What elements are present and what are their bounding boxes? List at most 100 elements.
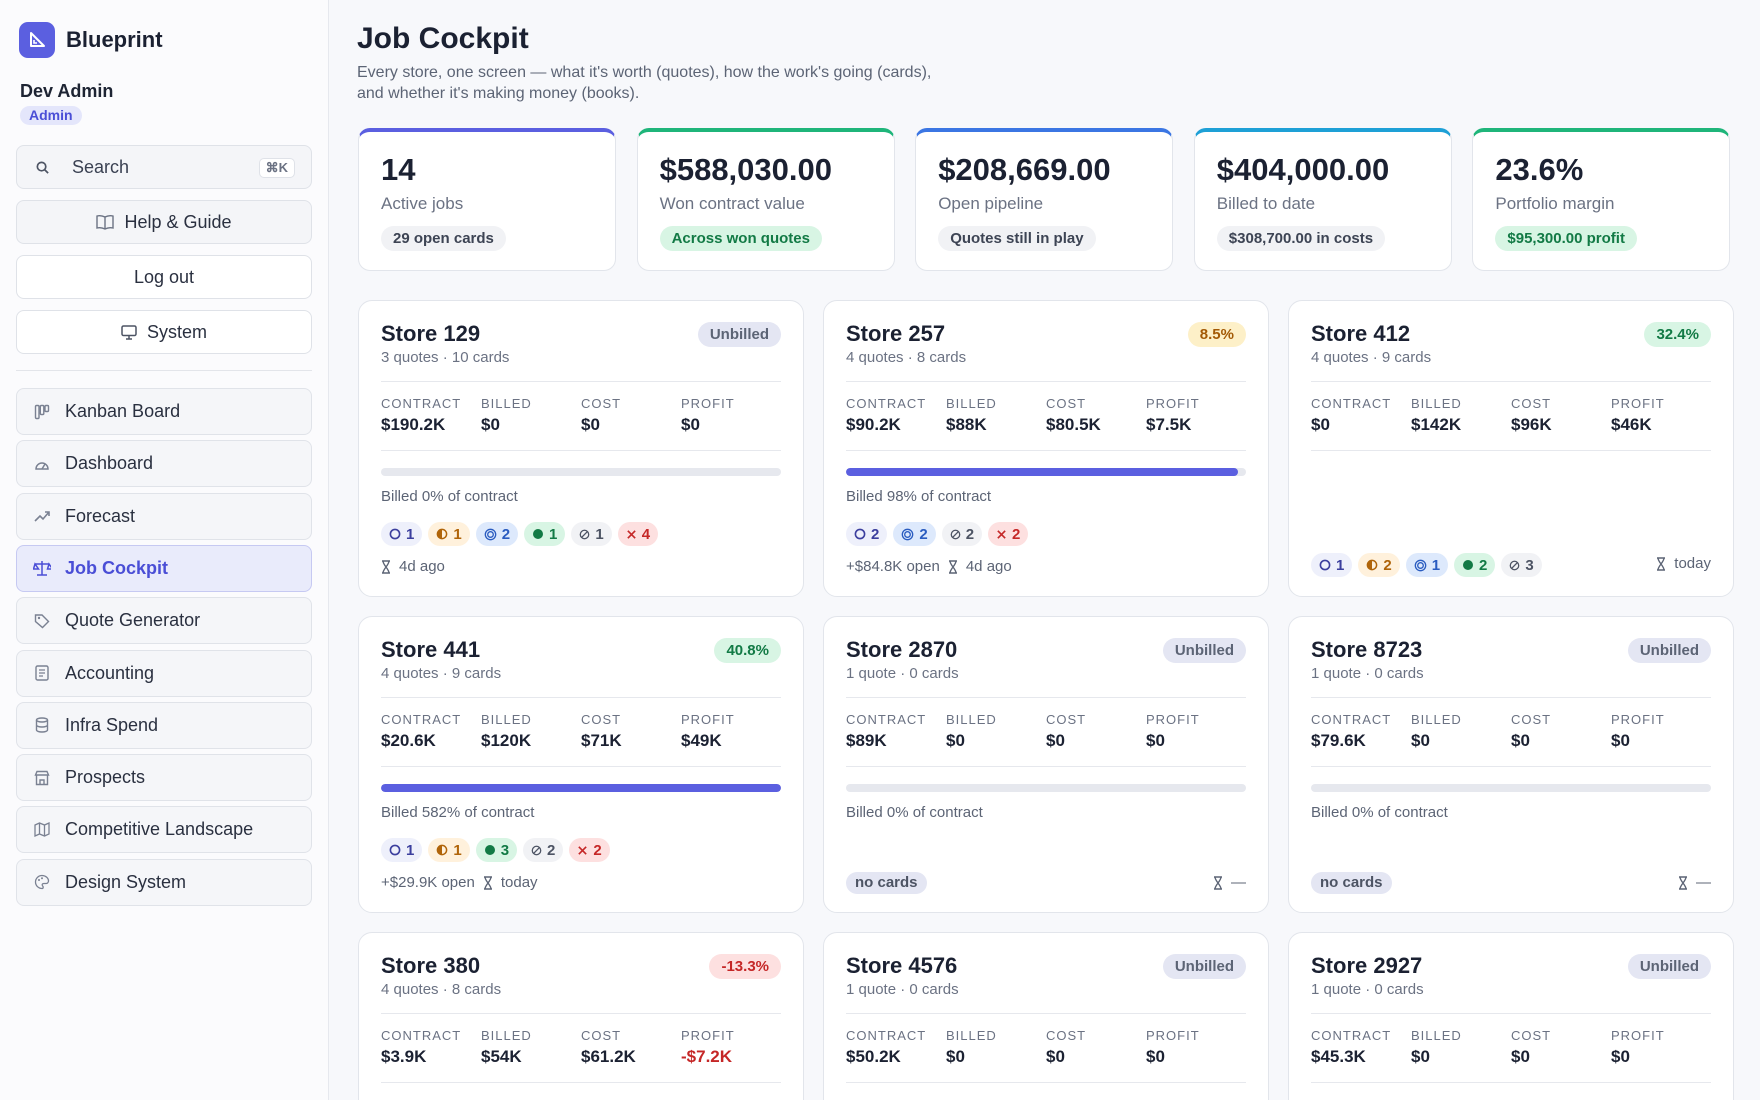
sidebar-item-quote-generator[interactable]: Quote Generator [16,597,312,645]
store-card[interactable]: Store 4576 1 quote · 0 cards Unbilled CONTR… [823,932,1269,1100]
status-chip-prog: 1 [428,838,470,862]
metric-label: PROFIT [681,712,735,727]
help-guide-button[interactable]: Help & Guide [16,200,312,244]
search-button[interactable]: Search ⌘K [16,145,312,189]
kpi-value: $404,000.00 [1216,152,1390,187]
metric-label: COST [1511,396,1552,411]
status-chip-prog: 1 [428,522,470,546]
store-subtitle: 4 quotes · 8 cards [381,981,502,998]
metric-label: PROFIT [1146,712,1200,727]
search-shortcut: ⌘K [258,158,295,178]
kpi-value: $588,030.00 [659,152,832,187]
metric-profit: PROFIT $0 [1611,1028,1711,1067]
sidebar-item-competitive-landscape[interactable]: Competitive Landscape [16,806,312,854]
metric-cost: COST $61.2K [581,1028,681,1067]
logout-button[interactable]: Log out [16,255,312,299]
sidebar-item-label: Dashboard [65,453,154,474]
dot-icon [484,844,496,856]
store-name: Store 2870 [846,637,958,662]
sidebar-item-job-cockpit[interactable]: Job Cockpit [16,544,312,592]
sidebar-item-dashboard[interactable]: Dashboard [16,440,312,488]
store-card[interactable]: Store 380 4 quotes · 8 cards -13.3% CONTRAC… [358,932,804,1100]
status-count: 2 [1479,556,1488,574]
metric-billed: BILLED $0 [481,396,581,435]
store-card[interactable]: Store 441 4 quotes · 9 cards 40.8% CONTRACT… [358,616,804,913]
circle-icon [389,844,401,856]
status-count: 2 [965,525,975,543]
metric-label: PROFIT [1146,1028,1200,1043]
status-chip-todo: 2 [846,522,888,546]
sidebar-item-label: Prospects [65,767,146,788]
palette-icon [33,874,51,890]
metric-value: $0 [1146,1047,1165,1066]
sidebar-item-label: Forecast [65,505,136,526]
metric-label: BILLED [1411,1028,1462,1043]
sidebar-item-kanban-board[interactable]: Kanban Board [16,388,312,435]
sidebar-item-forecast[interactable]: Forecast [16,492,312,540]
metric-label: PROFIT [681,396,735,411]
kpi-card: $208,669.00 Open pipeline Quotes still in … [915,128,1174,271]
sidebar-divider [16,370,312,371]
metric-label: CONTRACT [846,396,927,411]
metric-value: $0 [1411,731,1430,750]
divider [1311,1013,1711,1014]
metric-value: $0 [946,1047,965,1066]
store-card[interactable]: Store 8723 1 quote · 0 cards Unbilled CONTR… [1288,616,1734,913]
margin-badge: Unbilled [1627,954,1711,979]
metric-label: BILLED [481,396,532,411]
map-icon [33,822,51,838]
status-count: 2 [919,525,928,543]
metric-profit: PROFIT $0 [1611,712,1711,751]
metric-value: $0 [481,415,500,434]
store-subtitle: 4 quotes · 8 cards [846,349,967,366]
metric-label: CONTRACT [381,396,462,411]
metric-label: COST [1046,1028,1087,1043]
metrics-row: CONTRACT $79.6K BILLED $0 COST $0 PROFIT $0 [1311,712,1711,751]
kpi-chip: $308,700.00 in costs [1216,226,1386,251]
metric-value: $0 [1411,1047,1430,1066]
hourglass-icon [948,559,958,574]
metric-billed: BILLED $0 [1411,1028,1511,1067]
metric-cost: COST $0 [1511,1028,1611,1067]
divider [381,450,781,451]
trend-icon [33,510,51,522]
status-chip-block: 2 [569,838,610,862]
user-name: Dev Admin [20,81,114,101]
half-circle-icon [436,528,448,540]
metric-value: $0 [946,731,965,750]
store-card[interactable]: Store 412 4 quotes · 9 cards 32.4% CONTRACT… [1288,300,1734,597]
billed-progress-track [1311,784,1711,792]
status-chip-todo: 1 [1311,553,1353,577]
metric-label: CONTRACT [1311,712,1392,727]
kpi-card: $404,000.00 Billed to date $308,700.00 in … [1193,128,1452,271]
metric-profit: PROFIT $0 [1146,1028,1246,1067]
x-icon [577,845,588,856]
metric-value: $20.6K [381,731,436,750]
last-activity-time: 4d ago [965,558,1012,575]
metric-value: $0 [1611,731,1630,750]
store-card[interactable]: Store 2927 1 quote · 0 cards Unbilled CONTR… [1288,932,1734,1100]
metric-contract: CONTRACT $89K [846,712,946,751]
last-activity-time: today [1674,555,1711,572]
sidebar-item-design-system[interactable]: Design System [16,858,312,906]
sidebar-item-prospects[interactable]: Prospects [16,754,312,802]
target-icon [484,528,497,541]
sidebar-item-infra-spend[interactable]: Infra Spend [16,701,312,749]
kpi-chip: Across won quotes [659,226,822,251]
store-subtitle: 1 quote · 0 cards [1311,665,1424,682]
store-card[interactable]: Store 129 3 quotes · 10 cards Unbilled CONT… [358,300,804,597]
status-count: 2 [547,841,556,859]
metric-value: $0 [1611,1047,1630,1066]
billed-progress-fill [846,468,1238,476]
no-cards-badge: no cards [846,872,927,894]
system-theme-button[interactable]: System [16,310,312,354]
x-icon [996,529,1007,540]
gauge-icon [33,457,51,471]
kpi-chip: $95,300.00 profit [1495,226,1637,251]
sidebar-item-accounting[interactable]: Accounting [16,649,312,697]
status-chip-todo: 1 [381,838,423,862]
brand[interactable]: Blueprint [19,22,163,58]
store-card[interactable]: Store 2870 1 quote · 0 cards Unbilled CONTR… [823,616,1269,913]
store-card[interactable]: Store 257 4 quotes · 8 cards 8.5% CONTRACT $… [823,300,1269,597]
divider [1311,766,1711,767]
